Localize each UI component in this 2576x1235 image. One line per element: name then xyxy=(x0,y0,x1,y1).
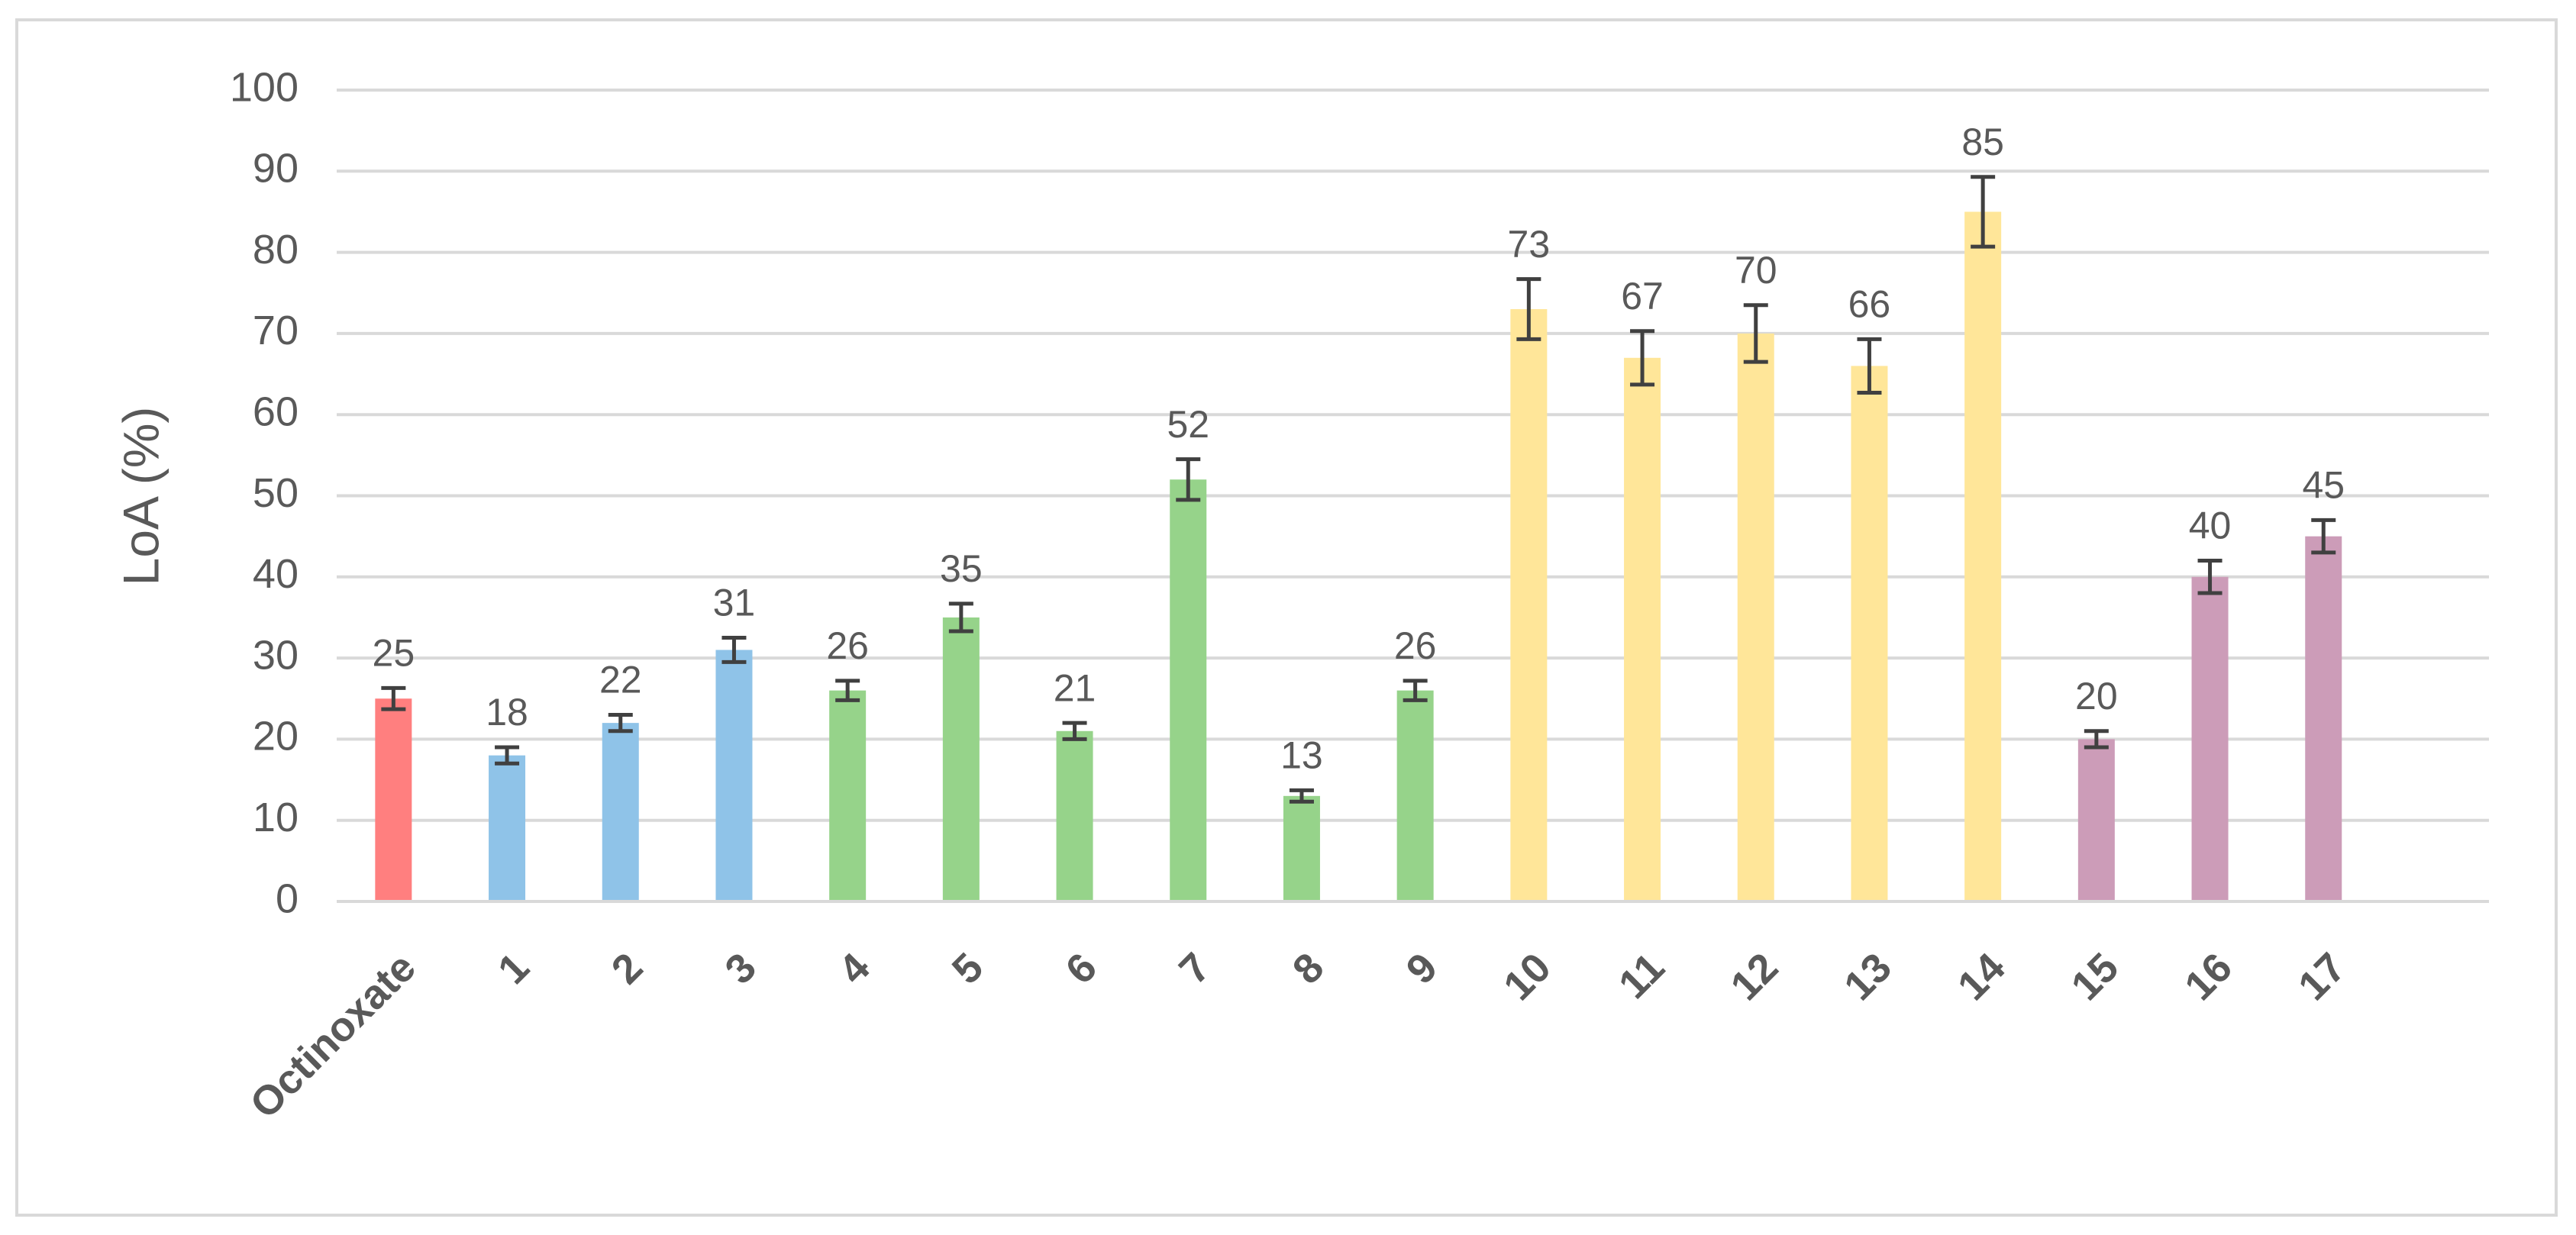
bar xyxy=(1283,795,1320,901)
y-tick-label: 20 xyxy=(253,714,299,759)
data-label: 20 xyxy=(2075,675,2118,717)
error-bar xyxy=(1857,337,1882,395)
bar xyxy=(1964,211,2002,901)
y-tick-label: 0 xyxy=(276,875,299,921)
error-bar xyxy=(1971,175,1996,249)
data-label: 26 xyxy=(826,624,869,667)
data-label: 70 xyxy=(1735,249,1777,292)
y-tick-label: 70 xyxy=(253,308,299,353)
y-tick-label: 30 xyxy=(253,632,299,678)
error-bar xyxy=(835,679,860,702)
data-label: 26 xyxy=(1394,624,1437,667)
data-label: 85 xyxy=(1961,121,2004,163)
error-bar xyxy=(608,713,633,734)
bar xyxy=(1737,333,1774,901)
data-label: 67 xyxy=(1621,275,1664,318)
data-label: 73 xyxy=(1508,223,1551,266)
error-bar xyxy=(948,601,973,634)
chart-border xyxy=(15,18,2558,1217)
y-tick-label: 10 xyxy=(253,795,299,840)
bar xyxy=(1396,690,1434,901)
error-bar xyxy=(1403,679,1428,702)
bar xyxy=(1056,730,1093,901)
error-bar xyxy=(1630,329,1655,387)
error-bar xyxy=(1062,721,1087,741)
bar xyxy=(1510,309,1548,901)
error-bar xyxy=(1743,303,1768,364)
data-label: 66 xyxy=(1848,283,1891,326)
data-label: 22 xyxy=(599,659,642,701)
bar xyxy=(489,755,526,901)
error-bar xyxy=(1289,788,1314,804)
error-bar xyxy=(495,745,520,766)
bar xyxy=(1170,479,1207,901)
y-axis-label: LoA (%) xyxy=(112,407,169,586)
bar xyxy=(829,690,867,901)
bar xyxy=(375,698,412,901)
y-tick-label: 100 xyxy=(230,64,299,110)
data-label: 45 xyxy=(2302,464,2345,507)
bar xyxy=(1851,366,1888,901)
y-tick-label: 80 xyxy=(253,227,299,272)
data-label: 25 xyxy=(373,632,415,675)
data-label: 21 xyxy=(1054,666,1096,709)
error-bar xyxy=(2084,729,2109,750)
error-bar xyxy=(1516,277,1541,341)
data-label: 13 xyxy=(1280,734,1323,777)
bar xyxy=(1624,357,1661,901)
error-bar xyxy=(2197,559,2223,595)
bar xyxy=(2305,536,2342,901)
data-label: 35 xyxy=(940,547,983,590)
data-label: 52 xyxy=(1167,403,1209,446)
bar xyxy=(715,650,753,901)
error-bar xyxy=(2311,518,2336,555)
error-bar xyxy=(721,636,747,664)
y-tick-label: 40 xyxy=(253,551,299,597)
error-bar xyxy=(1176,457,1201,502)
y-tick-label: 90 xyxy=(253,146,299,192)
y-tick-label: 50 xyxy=(253,470,299,516)
y-tick-label: 60 xyxy=(253,389,299,434)
bar xyxy=(942,617,980,901)
data-label: 18 xyxy=(486,691,528,734)
data-label: 31 xyxy=(713,582,756,624)
bar xyxy=(2191,576,2229,901)
data-label: 40 xyxy=(2189,505,2232,547)
bar xyxy=(2077,739,2115,901)
bar xyxy=(602,723,639,901)
error-bar xyxy=(381,685,406,711)
